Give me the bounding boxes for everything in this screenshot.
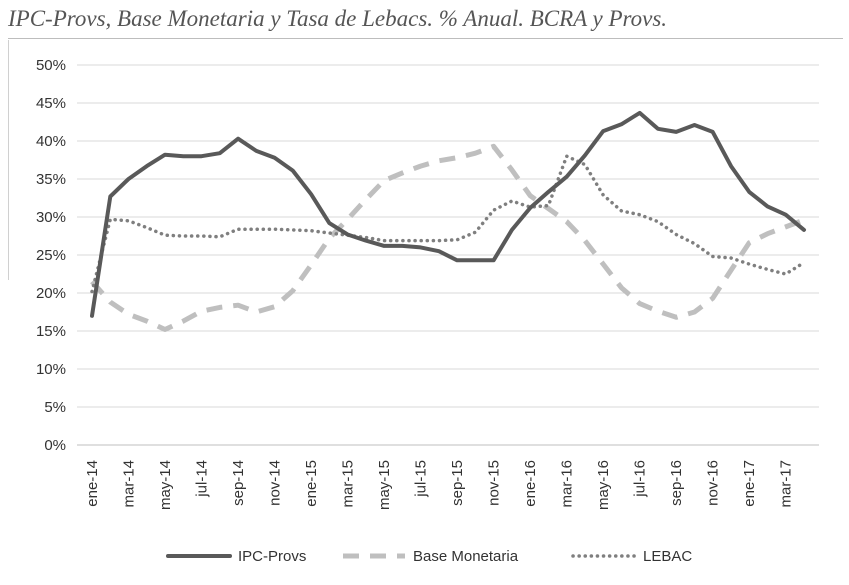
x-tick-label: jul-16	[632, 460, 649, 498]
title-divider	[8, 38, 843, 39]
legend: IPC-Provs Base Monetaria LEBAC	[166, 548, 692, 565]
x-tick-label: ene-14	[84, 460, 101, 507]
x-tick-label: may-16	[595, 460, 612, 510]
legend-label: IPC-Provs	[238, 548, 306, 565]
y-tick-label: 35%	[36, 171, 66, 188]
x-tick-label: mar-15	[340, 460, 357, 508]
series-line-base-monetaria	[90, 143, 805, 332]
y-tick-label: 25%	[36, 247, 66, 264]
y-tick-label: 40%	[36, 133, 66, 150]
x-tick-label: sep-14	[230, 460, 247, 506]
left-frame-line	[8, 40, 9, 280]
y-tick-label: 45%	[36, 95, 66, 112]
x-tick-label: may-14	[157, 460, 174, 510]
x-tick-label: mar-14	[121, 460, 138, 508]
x-tick-label: may-15	[376, 460, 393, 510]
x-tick-label: nov-16	[705, 460, 722, 506]
y-tick-label: 50%	[36, 57, 66, 74]
series-line-lebac	[90, 154, 806, 294]
series-line-ipc-provs	[90, 110, 806, 318]
x-tick-label: jul-15	[413, 460, 430, 498]
y-tick-label: 0%	[44, 437, 66, 454]
y-tick-label: 30%	[36, 209, 66, 226]
x-tick-label: ene-16	[522, 460, 539, 507]
x-tick-label: mar-16	[559, 460, 576, 508]
y-axis-ticks: 0% 5% 10% 15% 20% 25% 30% 35% 40% 45% 50%	[36, 57, 66, 454]
x-tick-label: jul-14	[194, 460, 211, 498]
x-tick-label: nov-15	[486, 460, 503, 506]
x-tick-label: sep-15	[449, 460, 466, 506]
series-lines	[90, 110, 806, 332]
legend-label: Base Monetaria	[413, 548, 519, 565]
legend-label: LEBAC	[643, 548, 692, 565]
x-tick-label: nov-14	[267, 460, 284, 506]
chart-title: IPC-Provs, Base Monetaria y Tasa de Leba…	[8, 6, 668, 31]
y-tick-label: 5%	[44, 399, 66, 416]
x-tick-label: ene-15	[303, 460, 320, 507]
x-axis-ticks: ene-14 mar-14 may-14 jul-14 sep-14 nov-14 ene-…	[84, 460, 795, 510]
x-tick-label: sep-16	[668, 460, 685, 506]
x-tick-label: mar-17	[778, 460, 795, 508]
y-tick-label: 20%	[36, 285, 66, 302]
x-tick-label: ene-17	[741, 460, 758, 507]
gridlines	[77, 64, 819, 408]
y-tick-label: 15%	[36, 323, 66, 340]
y-tick-label: 10%	[36, 361, 66, 378]
